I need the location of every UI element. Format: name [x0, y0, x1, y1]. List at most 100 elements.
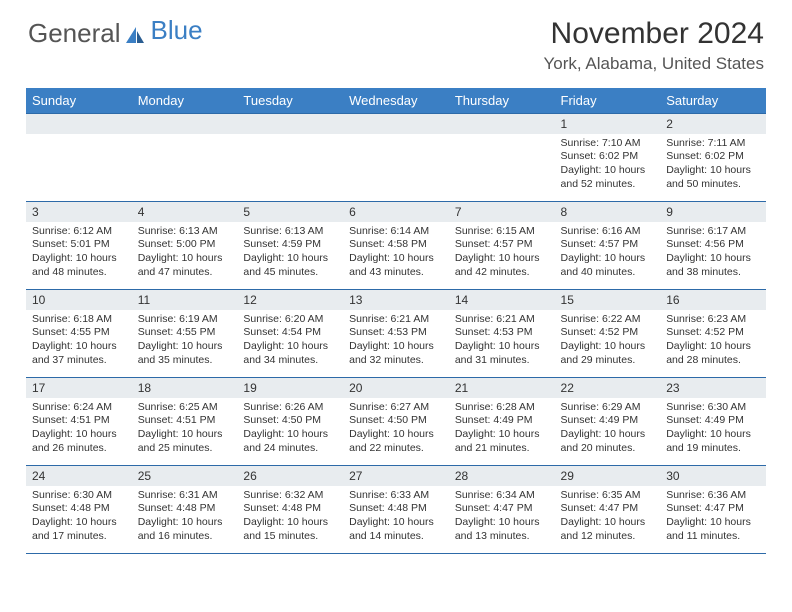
- sail-icon: [125, 26, 145, 44]
- sunrise-text: Sunrise: 6:29 AM: [561, 401, 655, 415]
- daylight-text: Daylight: 10 hours and 20 minutes.: [561, 428, 655, 456]
- day-number: 25: [132, 466, 238, 486]
- weekday-row: SundayMondayTuesdayWednesdayThursdayFrid…: [26, 88, 766, 114]
- day-number: 10: [26, 290, 132, 310]
- day-number: 22: [555, 378, 661, 398]
- sunrise-text: Sunrise: 6:34 AM: [455, 489, 549, 503]
- calendar-day: 25Sunrise: 6:31 AMSunset: 4:48 PMDayligh…: [132, 465, 238, 553]
- calendar-day: 24Sunrise: 6:30 AMSunset: 4:48 PMDayligh…: [26, 465, 132, 553]
- weekday-header: Friday: [555, 88, 661, 114]
- day-number: 15: [555, 290, 661, 310]
- calendar-body: 1Sunrise: 7:10 AMSunset: 6:02 PMDaylight…: [26, 113, 766, 553]
- sunset-text: Sunset: 4:47 PM: [666, 502, 760, 516]
- calendar-day: 1Sunrise: 7:10 AMSunset: 6:02 PMDaylight…: [555, 113, 661, 201]
- daylight-text: Daylight: 10 hours and 16 minutes.: [138, 516, 232, 544]
- daylight-text: Daylight: 10 hours and 17 minutes.: [32, 516, 126, 544]
- day-number: 18: [132, 378, 238, 398]
- sunrise-text: Sunrise: 6:12 AM: [32, 225, 126, 239]
- calendar-day: 4Sunrise: 6:13 AMSunset: 5:00 PMDaylight…: [132, 201, 238, 289]
- sunrise-text: Sunrise: 6:30 AM: [666, 401, 760, 415]
- day-number: 7: [449, 202, 555, 222]
- calendar-day: 23Sunrise: 6:30 AMSunset: 4:49 PMDayligh…: [660, 377, 766, 465]
- daylight-text: Daylight: 10 hours and 28 minutes.: [666, 340, 760, 368]
- daylight-text: Daylight: 10 hours and 21 minutes.: [455, 428, 549, 456]
- day-body: [237, 134, 343, 194]
- weekday-header: Tuesday: [237, 88, 343, 114]
- sunset-text: Sunset: 6:02 PM: [561, 150, 655, 164]
- day-body: Sunrise: 6:13 AMSunset: 4:59 PMDaylight:…: [237, 222, 343, 284]
- daylight-text: Daylight: 10 hours and 48 minutes.: [32, 252, 126, 280]
- sunrise-text: Sunrise: 6:31 AM: [138, 489, 232, 503]
- sunset-text: Sunset: 4:52 PM: [666, 326, 760, 340]
- calendar-day: 15Sunrise: 6:22 AMSunset: 4:52 PMDayligh…: [555, 289, 661, 377]
- day-body: Sunrise: 6:36 AMSunset: 4:47 PMDaylight:…: [660, 486, 766, 548]
- day-body: Sunrise: 7:10 AMSunset: 6:02 PMDaylight:…: [555, 134, 661, 196]
- calendar-day: 17Sunrise: 6:24 AMSunset: 4:51 PMDayligh…: [26, 377, 132, 465]
- calendar-day: 9Sunrise: 6:17 AMSunset: 4:56 PMDaylight…: [660, 201, 766, 289]
- calendar-day: 8Sunrise: 6:16 AMSunset: 4:57 PMDaylight…: [555, 201, 661, 289]
- calendar-day: [26, 113, 132, 201]
- daylight-text: Daylight: 10 hours and 25 minutes.: [138, 428, 232, 456]
- calendar-day: 18Sunrise: 6:25 AMSunset: 4:51 PMDayligh…: [132, 377, 238, 465]
- sunrise-text: Sunrise: 6:25 AM: [138, 401, 232, 415]
- weekday-header: Monday: [132, 88, 238, 114]
- day-body: Sunrise: 6:22 AMSunset: 4:52 PMDaylight:…: [555, 310, 661, 372]
- daylight-text: Daylight: 10 hours and 52 minutes.: [561, 164, 655, 192]
- daylight-text: Daylight: 10 hours and 42 minutes.: [455, 252, 549, 280]
- sunrise-text: Sunrise: 6:16 AM: [561, 225, 655, 239]
- calendar-day: 27Sunrise: 6:33 AMSunset: 4:48 PMDayligh…: [343, 465, 449, 553]
- daylight-text: Daylight: 10 hours and 14 minutes.: [349, 516, 443, 544]
- day-body: Sunrise: 6:15 AMSunset: 4:57 PMDaylight:…: [449, 222, 555, 284]
- sunset-text: Sunset: 4:55 PM: [32, 326, 126, 340]
- calendar-day: 6Sunrise: 6:14 AMSunset: 4:58 PMDaylight…: [343, 201, 449, 289]
- daylight-text: Daylight: 10 hours and 47 minutes.: [138, 252, 232, 280]
- day-body: Sunrise: 6:25 AMSunset: 4:51 PMDaylight:…: [132, 398, 238, 460]
- sunset-text: Sunset: 4:49 PM: [561, 414, 655, 428]
- day-number: [132, 114, 238, 134]
- daylight-text: Daylight: 10 hours and 22 minutes.: [349, 428, 443, 456]
- day-body: Sunrise: 6:24 AMSunset: 4:51 PMDaylight:…: [26, 398, 132, 460]
- day-number: 16: [660, 290, 766, 310]
- sunset-text: Sunset: 4:58 PM: [349, 238, 443, 252]
- weekday-header: Thursday: [449, 88, 555, 114]
- daylight-text: Daylight: 10 hours and 15 minutes.: [243, 516, 337, 544]
- sunrise-text: Sunrise: 6:27 AM: [349, 401, 443, 415]
- daylight-text: Daylight: 10 hours and 37 minutes.: [32, 340, 126, 368]
- day-number: 5: [237, 202, 343, 222]
- day-number: 28: [449, 466, 555, 486]
- daylight-text: Daylight: 10 hours and 32 minutes.: [349, 340, 443, 368]
- day-body: Sunrise: 6:21 AMSunset: 4:53 PMDaylight:…: [343, 310, 449, 372]
- sunset-text: Sunset: 4:47 PM: [455, 502, 549, 516]
- daylight-text: Daylight: 10 hours and 43 minutes.: [349, 252, 443, 280]
- day-number: 17: [26, 378, 132, 398]
- location-text: York, Alabama, United States: [543, 54, 764, 74]
- day-body: Sunrise: 6:20 AMSunset: 4:54 PMDaylight:…: [237, 310, 343, 372]
- daylight-text: Daylight: 10 hours and 29 minutes.: [561, 340, 655, 368]
- sunset-text: Sunset: 4:53 PM: [349, 326, 443, 340]
- daylight-text: Daylight: 10 hours and 45 minutes.: [243, 252, 337, 280]
- sunrise-text: Sunrise: 6:20 AM: [243, 313, 337, 327]
- weekday-header: Wednesday: [343, 88, 449, 114]
- sunrise-text: Sunrise: 6:13 AM: [138, 225, 232, 239]
- daylight-text: Daylight: 10 hours and 40 minutes.: [561, 252, 655, 280]
- day-body: [449, 134, 555, 194]
- day-body: Sunrise: 6:27 AMSunset: 4:50 PMDaylight:…: [343, 398, 449, 460]
- daylight-text: Daylight: 10 hours and 31 minutes.: [455, 340, 549, 368]
- calendar-day: 20Sunrise: 6:27 AMSunset: 4:50 PMDayligh…: [343, 377, 449, 465]
- day-body: Sunrise: 6:12 AMSunset: 5:01 PMDaylight:…: [26, 222, 132, 284]
- calendar-day: 26Sunrise: 6:32 AMSunset: 4:48 PMDayligh…: [237, 465, 343, 553]
- day-number: [26, 114, 132, 134]
- calendar-head: SundayMondayTuesdayWednesdayThursdayFrid…: [26, 88, 766, 114]
- day-body: Sunrise: 6:32 AMSunset: 4:48 PMDaylight:…: [237, 486, 343, 548]
- day-number: 6: [343, 202, 449, 222]
- calendar-table: SundayMondayTuesdayWednesdayThursdayFrid…: [26, 88, 766, 554]
- calendar-week: 1Sunrise: 7:10 AMSunset: 6:02 PMDaylight…: [26, 113, 766, 201]
- sunrise-text: Sunrise: 6:15 AM: [455, 225, 549, 239]
- calendar-day: [449, 113, 555, 201]
- day-body: Sunrise: 6:26 AMSunset: 4:50 PMDaylight:…: [237, 398, 343, 460]
- calendar-day: [237, 113, 343, 201]
- sunrise-text: Sunrise: 6:19 AM: [138, 313, 232, 327]
- day-body: Sunrise: 6:23 AMSunset: 4:52 PMDaylight:…: [660, 310, 766, 372]
- calendar-week: 24Sunrise: 6:30 AMSunset: 4:48 PMDayligh…: [26, 465, 766, 553]
- sunrise-text: Sunrise: 6:17 AM: [666, 225, 760, 239]
